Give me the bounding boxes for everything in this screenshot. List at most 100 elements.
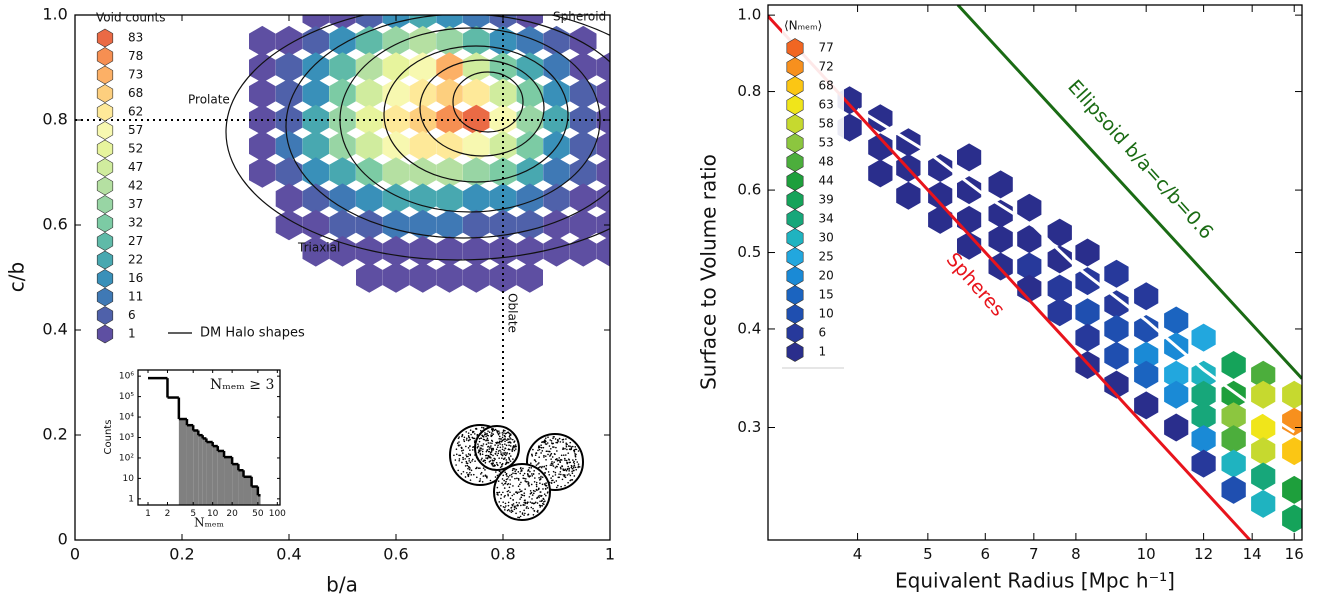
- histogram-bar: [243, 476, 252, 505]
- sphere-dot: [568, 467, 570, 470]
- hex-cell: [1104, 370, 1129, 399]
- sphere-dot: [468, 473, 470, 476]
- sphere-dot: [502, 491, 504, 494]
- sphere-dot: [465, 445, 467, 448]
- hex-cell: [302, 183, 329, 215]
- sphere-dot: [504, 435, 507, 438]
- sphere-dot: [487, 445, 490, 448]
- sphere-dot: [469, 454, 472, 457]
- hex-cell: [596, 183, 610, 215]
- hex-cell: [516, 235, 543, 267]
- hex-cell: [249, 157, 276, 188]
- sphere-dot: [481, 450, 484, 453]
- legend-marker: [786, 247, 804, 267]
- x-tick-label: 0.6: [383, 545, 408, 564]
- sphere-dot: [562, 474, 565, 476]
- sphere-dot: [556, 458, 558, 461]
- sphere-dot: [516, 504, 518, 507]
- sphere-dot: [572, 469, 575, 472]
- sphere-dot: [567, 481, 569, 484]
- sphere-dot: [570, 464, 573, 467]
- sphere-dot: [575, 468, 578, 471]
- sphere-dot: [501, 436, 504, 439]
- sphere-dot: [573, 464, 576, 467]
- hex-cell: [409, 130, 436, 162]
- sphere-dot: [530, 506, 533, 509]
- legend-label: 30: [819, 231, 834, 245]
- sphere-dot: [510, 509, 513, 512]
- hex-cell: [275, 157, 303, 188]
- hex-cell: [249, 25, 276, 57]
- hex-cell: [1104, 341, 1129, 370]
- sphere-dot: [475, 467, 477, 470]
- sphere-dot: [553, 461, 555, 463]
- sphere-dot: [521, 490, 523, 492]
- sphere-dot: [525, 480, 527, 483]
- sphere-dot: [545, 482, 547, 484]
- sphere-dot: [498, 457, 500, 459]
- sphere-dot: [500, 438, 503, 440]
- sphere-dot: [470, 469, 473, 472]
- legend-marker: [96, 232, 114, 251]
- y-tick-label: 0.6: [737, 181, 761, 199]
- hex-cell: [382, 157, 410, 188]
- sphere-dot: [511, 447, 514, 449]
- hex-cell: [275, 78, 303, 109]
- sphere-dot: [508, 458, 511, 461]
- x-tick-label: 6: [981, 545, 991, 563]
- sphere-dot: [502, 484, 505, 486]
- sphere-dot: [483, 434, 486, 436]
- hex-cell: [409, 183, 436, 215]
- sphere-dot: [526, 505, 528, 508]
- sphere-dot: [563, 469, 565, 472]
- sphere-dot: [538, 496, 540, 499]
- legend-label: 15: [819, 288, 834, 302]
- hex-cell: [1221, 425, 1246, 454]
- sphere-dot: [555, 480, 558, 482]
- sphere-dot: [507, 448, 510, 451]
- hex-cell: [436, 262, 463, 293]
- sphere-dot: [531, 475, 534, 477]
- sphere-dot: [472, 473, 475, 476]
- sphere-dot: [544, 484, 547, 486]
- sphere-dot: [549, 455, 551, 457]
- sphere-dot: [564, 476, 567, 478]
- sphere-dot: [566, 474, 569, 476]
- sphere-dot: [480, 449, 482, 451]
- sphere-dot: [567, 452, 570, 454]
- sphere-dot: [484, 469, 486, 471]
- legend-label: 16: [128, 271, 143, 285]
- sphere-dot: [527, 469, 530, 471]
- sphere-dot: [548, 450, 551, 453]
- sphere-dot: [532, 489, 535, 492]
- hex-cell: [275, 25, 303, 57]
- sphere-dot: [504, 454, 507, 457]
- x-tick-label: 7: [1029, 545, 1039, 563]
- sphere-dot: [541, 476, 544, 478]
- sphere-dot: [505, 444, 508, 447]
- sphere-dot: [467, 453, 470, 455]
- sphere-dot: [475, 476, 478, 479]
- x-tick-label: 4: [853, 545, 863, 563]
- sphere-dot: [498, 432, 501, 434]
- sphere-dot: [517, 516, 519, 519]
- sphere-dot: [492, 433, 495, 436]
- hex-cell: [1164, 413, 1189, 442]
- sphere-dot: [566, 448, 568, 451]
- sphere-dot: [471, 460, 473, 462]
- legend-marker: [96, 121, 114, 140]
- sphere-dot: [550, 439, 553, 442]
- hex-cell: [1191, 323, 1216, 352]
- sphere-dot: [479, 467, 481, 470]
- sphere-dot: [538, 476, 540, 479]
- sphere-dot: [477, 443, 479, 445]
- sphere-dot: [510, 507, 512, 509]
- hex-cell: [436, 183, 463, 215]
- sphere-dot: [572, 459, 574, 461]
- legend-label: 78: [128, 49, 143, 63]
- sphere-dot: [528, 484, 530, 487]
- legend-marker: [96, 213, 114, 233]
- legend-label: 47: [128, 160, 143, 174]
- hex-cell: [1282, 504, 1302, 533]
- sphere-dot: [515, 468, 518, 471]
